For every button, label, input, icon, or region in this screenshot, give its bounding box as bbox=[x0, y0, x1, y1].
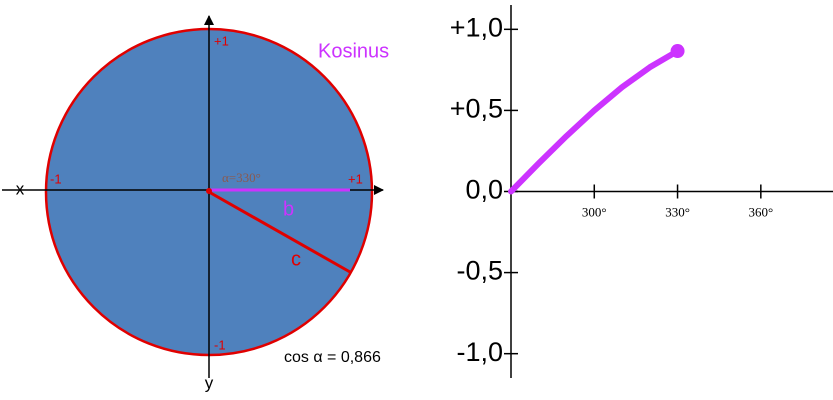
angle-label: α=330° bbox=[222, 170, 261, 185]
formula: cos α = 0,866 bbox=[284, 349, 381, 366]
origin bbox=[206, 188, 212, 194]
x-tick-label: 360° bbox=[748, 204, 773, 219]
y-tick-label: -0,5 bbox=[456, 256, 503, 286]
cosine-plot: +1,0 +0,5 0,0 -0,5 -1,0 300° 330° 360° bbox=[450, 5, 833, 378]
unit-circle: x y +1 -1 +1 -1 α=330° b c Kosinus cos α… bbox=[2, 15, 389, 392]
y-tick-label: 0,0 bbox=[465, 175, 503, 205]
x-tick-label: 300° bbox=[582, 204, 607, 219]
x-tick-label: 330° bbox=[665, 204, 690, 219]
y-label: y bbox=[205, 373, 214, 392]
cosine-line bbox=[508, 48, 681, 195]
top-label: +1 bbox=[214, 33, 229, 48]
end-point bbox=[670, 44, 685, 59]
side-c bbox=[208, 190, 351, 274]
right-label: +1 bbox=[348, 171, 363, 186]
bottom-label: -1 bbox=[214, 337, 226, 352]
c-label: c bbox=[291, 248, 301, 270]
y-tick-label: +0,5 bbox=[450, 94, 503, 124]
b-label: b bbox=[283, 198, 294, 220]
y-tick-label: -1,0 bbox=[456, 337, 503, 367]
x-label: x bbox=[16, 179, 25, 198]
left-label: -1 bbox=[50, 171, 62, 186]
y-tick-label: +1,0 bbox=[450, 12, 503, 42]
function-name: Kosinus bbox=[318, 40, 389, 62]
